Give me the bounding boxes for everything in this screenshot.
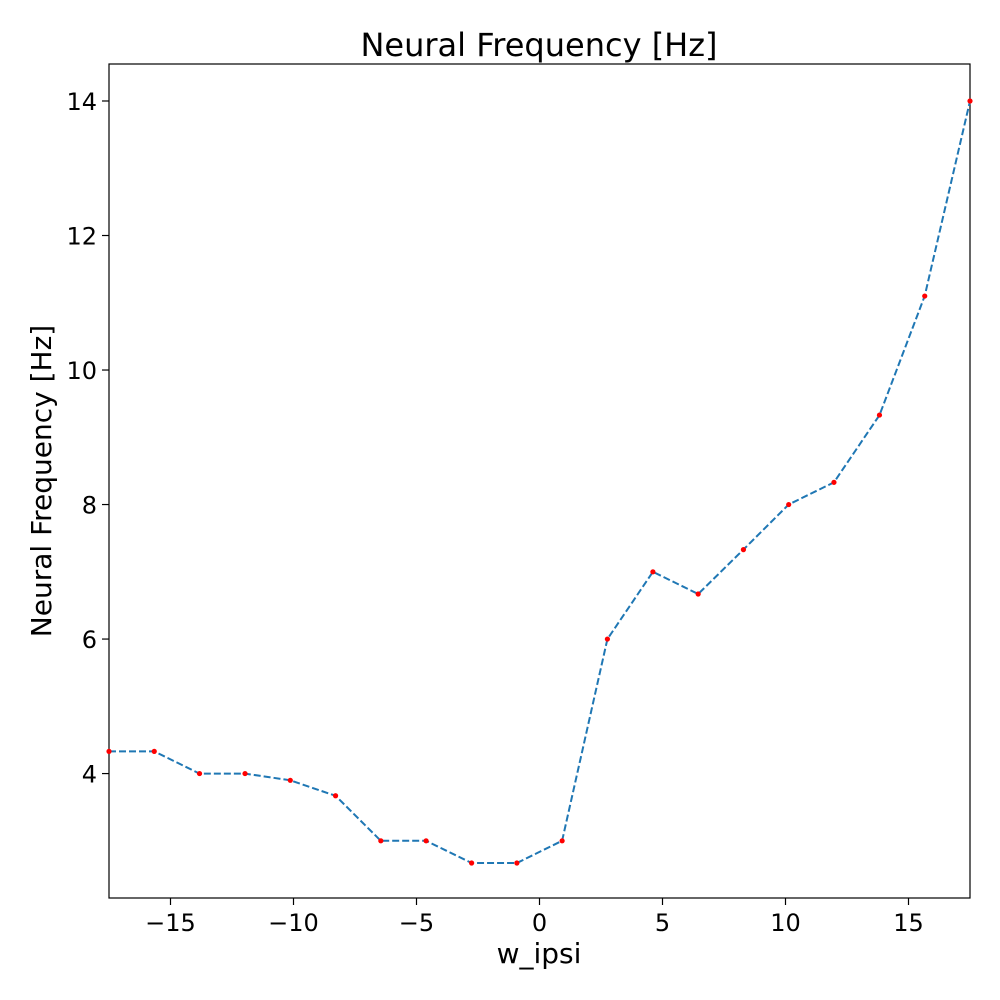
data-point: [423, 838, 429, 844]
x-axis: −15 −10 −5 0 5 10 15: [145, 898, 924, 937]
x-tick-label: 5: [655, 909, 670, 937]
series-group: [106, 98, 973, 866]
y-axis: 4 6 8 10 12 14: [66, 88, 109, 789]
data-point: [469, 860, 475, 866]
chart-title: Neural Frequency [Hz]: [360, 26, 717, 64]
y-tick-label: 12: [66, 223, 97, 251]
y-tick-label: 10: [66, 357, 97, 385]
y-tick-label: 6: [82, 626, 97, 654]
x-tick-label: −5: [399, 909, 434, 937]
data-point: [378, 838, 384, 844]
data-point: [151, 748, 157, 754]
data-point: [559, 838, 565, 844]
y-axis-label: Neural Frequency [Hz]: [25, 325, 58, 637]
data-point: [695, 591, 701, 597]
data-point: [650, 569, 656, 575]
x-tick-label: 10: [770, 909, 801, 937]
data-point: [106, 748, 112, 754]
data-point: [196, 770, 203, 777]
data-point: [604, 636, 610, 642]
data-point: [287, 777, 293, 783]
data-point: [242, 770, 248, 777]
data-point: [922, 293, 928, 299]
series-line: [109, 100, 971, 864]
data-point: [831, 479, 837, 485]
data-point: [332, 793, 339, 799]
data-point: [786, 501, 792, 508]
data-point: [514, 860, 520, 866]
y-tick-label: 4: [82, 761, 97, 789]
data-point: [876, 412, 883, 418]
data-point: [740, 547, 747, 553]
x-axis-label: w_ipsi: [497, 937, 582, 970]
x-tick-label: 0: [532, 909, 547, 937]
data-point: [967, 98, 973, 104]
x-tick-label: −15: [145, 909, 196, 937]
x-tick-label: −10: [268, 909, 319, 937]
x-tick-label: 15: [893, 909, 924, 937]
y-tick-label: 14: [66, 88, 97, 116]
y-tick-label: 8: [82, 492, 97, 520]
